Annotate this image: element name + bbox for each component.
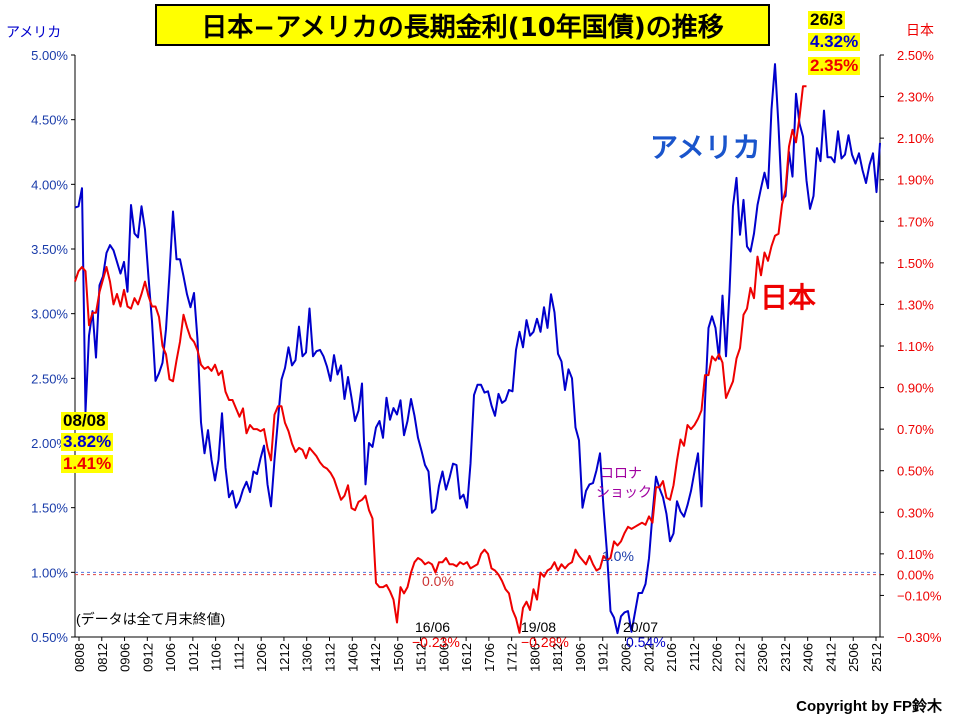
right-tick-label: 0.30% <box>897 505 934 520</box>
us-ref-label: 1.0% <box>602 548 634 564</box>
x-tick-label: 1506 <box>391 643 406 672</box>
left-tick-label: 1.00% <box>31 565 68 580</box>
left-tick-label: 5.00% <box>31 48 68 63</box>
x-tick-label: 1112 <box>231 643 246 670</box>
x-tick-label: 0906 <box>118 643 133 672</box>
x-tick-label: 1406 <box>345 643 360 672</box>
right-tick-label: −0.10% <box>897 588 942 603</box>
x-tick-label: 2312 <box>778 643 793 672</box>
right-tick-label: 1.10% <box>897 339 934 354</box>
right-tick-label: 1.70% <box>897 214 934 229</box>
us-series-label: アメリカ <box>650 131 761 164</box>
low2-date: 19/08 <box>521 619 556 635</box>
right-tick-label: 0.50% <box>897 464 934 479</box>
low2-value: −0.28% <box>521 634 569 650</box>
right-tick-label: 0.70% <box>897 422 934 437</box>
annotations: 1.0% 0.0% コロナ ショック (データは全て月末終値) 16/06 −0… <box>6 23 934 650</box>
jp-yield-line <box>74 85 807 634</box>
series-lines <box>74 63 881 635</box>
x-tick-label: 2306 <box>755 643 770 672</box>
left-tick-label: 4.00% <box>31 177 68 192</box>
x-tick-label: 1706 <box>482 643 497 672</box>
x-tick-label: 1512 <box>414 643 429 672</box>
right-tick-label: 0.10% <box>897 547 934 562</box>
right-tick-label: 0.90% <box>897 381 934 396</box>
x-tick-label: 2506 <box>846 643 861 672</box>
left-tick-label: 3.00% <box>31 307 68 322</box>
end-us-tag: 4.32% <box>808 32 861 51</box>
x-axis-ticks: 0808 0812 0906 0912 1006 1012 1106 1112 1206 1212… <box>72 637 884 672</box>
x-tick-label: 1206 <box>254 643 269 672</box>
low1-value: −0.23% <box>412 634 460 650</box>
x-tick-label: 1012 <box>186 643 201 672</box>
end-jp-tag: 2.35% <box>808 56 861 75</box>
x-tick-label: 1806 <box>527 643 542 672</box>
right-tick-label: 2.50% <box>897 48 934 63</box>
x-tick-label: 1306 <box>300 643 315 672</box>
data-note: (データは全て月末終値) <box>76 611 225 627</box>
x-tick-label: 2206 <box>710 643 725 672</box>
low3-date: 20/07 <box>623 619 658 635</box>
x-tick-label: 2112 <box>687 643 702 671</box>
left-axis-label: アメリカ <box>6 25 61 41</box>
x-tick-label: 1712 <box>505 643 520 672</box>
x-tick-label: 0912 <box>140 643 155 672</box>
right-axis-label: 日本 <box>906 23 934 39</box>
end-date-tag: 26/3 <box>808 10 846 29</box>
right-tick-label: 2.30% <box>897 90 934 105</box>
copyright: Copyright by FP鈴木 <box>796 698 942 715</box>
low1-date: 16/06 <box>415 619 450 635</box>
x-tick-label: 2412 <box>823 643 838 672</box>
x-tick-label: 0812 <box>95 643 110 672</box>
right-tick-label: 1.90% <box>897 173 934 188</box>
right-axis-ticks: 2.50% 2.30% 2.10% 1.90% 1.70% 1.50% 1.30% 1.10%… <box>880 48 942 645</box>
start-jp-tag: 1.41% <box>61 454 114 473</box>
x-tick-label: 2012 <box>641 643 656 672</box>
right-tick-label: 1.50% <box>897 256 934 271</box>
left-tick-label: 2.00% <box>31 436 68 451</box>
start-date-tag: 08/08 <box>61 411 108 430</box>
right-tick-label: 1.30% <box>897 297 934 312</box>
x-tick-label: 2406 <box>801 643 816 672</box>
x-tick-label: 1612 <box>459 643 474 672</box>
x-tick-label: 2212 <box>732 643 747 672</box>
x-tick-label: 0808 <box>72 643 87 672</box>
x-tick-label: 1006 <box>163 643 178 672</box>
left-tick-label: 0.50% <box>31 630 68 645</box>
corona-label-line2: ショック <box>596 484 652 500</box>
x-tick-label: 1906 <box>573 643 588 672</box>
chart-title: 日本−アメリカの長期金利(10年国債)の推移 <box>155 4 770 46</box>
left-tick-label: 4.50% <box>31 113 68 128</box>
left-tick-label: 1.50% <box>31 501 68 516</box>
x-tick-label: 2006 <box>619 643 634 672</box>
x-tick-label: 1812 <box>550 643 565 672</box>
x-tick-label: 1106 <box>209 643 224 671</box>
right-tick-label: −0.30% <box>897 630 942 645</box>
x-tick-label: 1212 <box>277 643 292 672</box>
low3-value: 0.54% <box>626 634 666 650</box>
x-tick-label: 1912 <box>596 643 611 672</box>
right-tick-label: 0.00% <box>897 568 934 583</box>
x-tick-label: 1312 <box>322 643 337 672</box>
x-tick-label: 1606 <box>436 643 451 672</box>
reference-lines <box>75 571 880 576</box>
us-yield-line <box>74 63 881 635</box>
left-axis-ticks: 5.00% 4.50% 4.00% 3.50% 3.00% 2.50% 2.00% 1.50%… <box>31 48 75 645</box>
left-tick-label: 2.50% <box>31 371 68 386</box>
start-us-tag: 3.82% <box>61 432 114 451</box>
left-tick-label: 3.50% <box>31 242 68 257</box>
jp-series-label: 日本 <box>760 281 816 314</box>
x-tick-label: 1412 <box>368 643 383 672</box>
x-tick-label: 2512 <box>869 643 884 672</box>
corona-label-line1: コロナ <box>600 465 642 481</box>
right-tick-label: 2.10% <box>897 131 934 146</box>
x-tick-label: 2106 <box>664 643 679 672</box>
jp-ref-label: 0.0% <box>422 573 454 589</box>
